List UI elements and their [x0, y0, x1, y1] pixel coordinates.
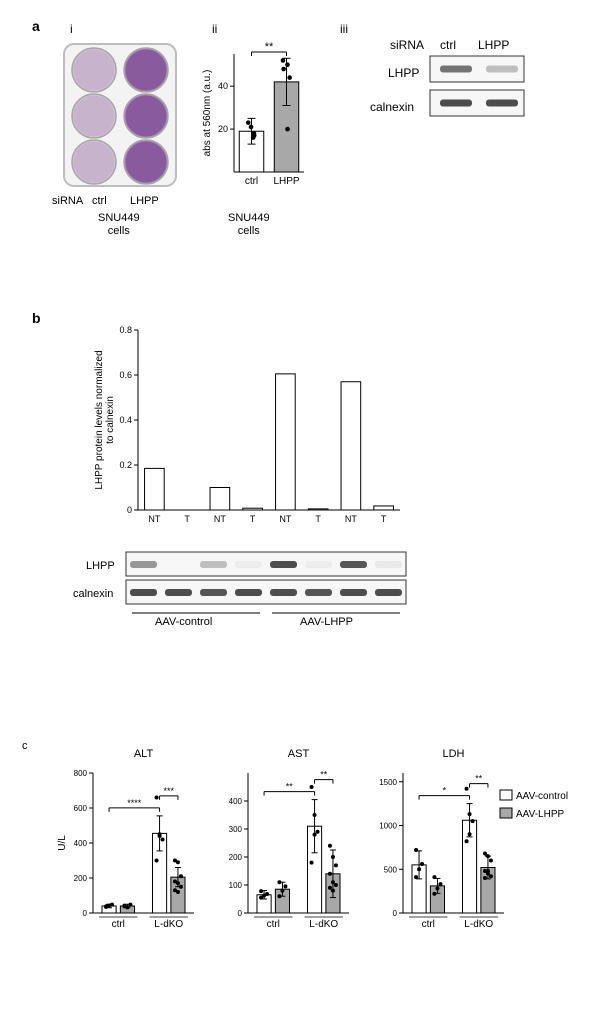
svg-text:200: 200	[74, 874, 88, 883]
b-group-underlines	[126, 610, 406, 620]
a-iii-row-lhpp: LHPP	[388, 66, 419, 80]
panel-c-label: c	[22, 740, 28, 752]
svg-text:L-dKO: L-dKO	[309, 919, 338, 930]
svg-text:NT: NT	[148, 514, 160, 524]
svg-text:ctrl: ctrl	[422, 919, 435, 930]
svg-text:ctrl: ctrl	[245, 176, 258, 187]
svg-text:0: 0	[83, 909, 88, 918]
panel-b-label: b	[32, 310, 41, 326]
svg-text:1000: 1000	[379, 822, 397, 831]
svg-text:abs at 560nm (a.u.): abs at 560nm (a.u.)	[202, 70, 213, 157]
lhpp-protein-bar-chart: 0 0.2 0.4 0.6 0.8 LHPP protein levels normali…	[90, 320, 410, 540]
svg-text:ctrl: ctrl	[112, 919, 125, 930]
svg-text:400: 400	[74, 839, 88, 848]
panel-a-i: i	[70, 22, 73, 36]
panel-a-ii: ii	[212, 22, 217, 36]
b-row-calnexin: calnexin	[73, 588, 113, 600]
svg-text:NT: NT	[279, 514, 291, 524]
svg-text:****: ****	[127, 798, 142, 808]
svg-text:***: ***	[163, 786, 174, 796]
svg-text:L-dKO: L-dKO	[154, 919, 183, 930]
svg-text:T: T	[184, 514, 190, 524]
svg-text:T: T	[250, 514, 256, 524]
svg-text:LHPP protein levels normalized: LHPP protein levels normalized	[94, 350, 105, 489]
a-iii-col-lhpp: LHPP	[478, 38, 509, 52]
a-ii-cellline: SNU449 cells	[228, 212, 270, 238]
svg-text:NT: NT	[214, 514, 226, 524]
svg-text:*: *	[443, 786, 447, 796]
svg-text:300: 300	[229, 825, 243, 834]
svg-text:0: 0	[238, 909, 243, 918]
svg-text:AST: AST	[288, 748, 310, 760]
svg-text:100: 100	[229, 881, 243, 890]
svg-text:LHPP: LHPP	[273, 176, 299, 187]
svg-text:L-dKO: L-dKO	[464, 919, 493, 930]
svg-text:500: 500	[384, 865, 398, 874]
c-legend: AAV-control AAV-LHPP	[500, 790, 610, 830]
ast-chart: AST 0 100 200 300 400 ctrl L-dKO ** **	[210, 745, 355, 945]
svg-text:20: 20	[218, 124, 228, 134]
a-iii-row-calnexin: calnexin	[370, 100, 414, 114]
svg-text:**: **	[265, 41, 274, 53]
a-i-xaxis-label: siRNA	[52, 195, 83, 207]
b-row-lhpp: LHPP	[86, 560, 115, 572]
western-a-iii	[430, 56, 525, 126]
a-i-cellline: SNU449 cells	[98, 212, 140, 238]
panel-a-label: a	[32, 18, 40, 34]
a-iii-col-ctrl: ctrl	[440, 38, 456, 52]
abs-bar-chart: 20 40 abs at 560nm (a.u.) ctrl LHPP **	[200, 36, 310, 206]
svg-text:0: 0	[393, 909, 398, 918]
svg-text:40: 40	[218, 81, 228, 91]
a-i-cond-ctrl: ctrl	[92, 195, 107, 207]
svg-text:0.6: 0.6	[119, 370, 132, 380]
svg-text:0.4: 0.4	[119, 415, 132, 425]
svg-text:ALT: ALT	[134, 748, 154, 760]
svg-text:**: **	[286, 782, 294, 792]
svg-text:1500: 1500	[379, 778, 397, 787]
well-plate	[60, 40, 180, 190]
alt-chart: ALT0200400600800U/LctrlL-dKO*******	[55, 745, 200, 945]
svg-text:to calnexin: to calnexin	[105, 396, 116, 444]
svg-text:0.2: 0.2	[119, 460, 132, 470]
svg-text:600: 600	[74, 804, 88, 813]
panel-a-iii: iii	[340, 22, 348, 36]
svg-text:400: 400	[229, 797, 243, 806]
a-i-cond-lhpp: LHPP	[130, 195, 159, 207]
svg-text:NT: NT	[345, 514, 357, 524]
svg-text:U/L: U/L	[57, 835, 68, 851]
svg-text:800: 800	[74, 769, 88, 778]
a-iii-header-sirna: siRNA	[390, 38, 424, 52]
ldh-chart: LDH050010001500ctrlL-dKO***	[365, 745, 510, 945]
svg-text:200: 200	[229, 853, 243, 862]
svg-text:T: T	[381, 514, 387, 524]
western-b	[126, 552, 406, 608]
svg-text:**: **	[320, 770, 328, 780]
svg-text:AAV-control: AAV-control	[516, 791, 568, 802]
svg-text:ctrl: ctrl	[267, 919, 280, 930]
svg-text:T: T	[315, 514, 321, 524]
svg-text:AAV-LHPP: AAV-LHPP	[516, 809, 564, 820]
svg-text:LDH: LDH	[442, 748, 464, 760]
svg-text:0: 0	[127, 505, 132, 515]
svg-text:0.8: 0.8	[119, 325, 132, 335]
svg-text:**: **	[475, 774, 483, 784]
